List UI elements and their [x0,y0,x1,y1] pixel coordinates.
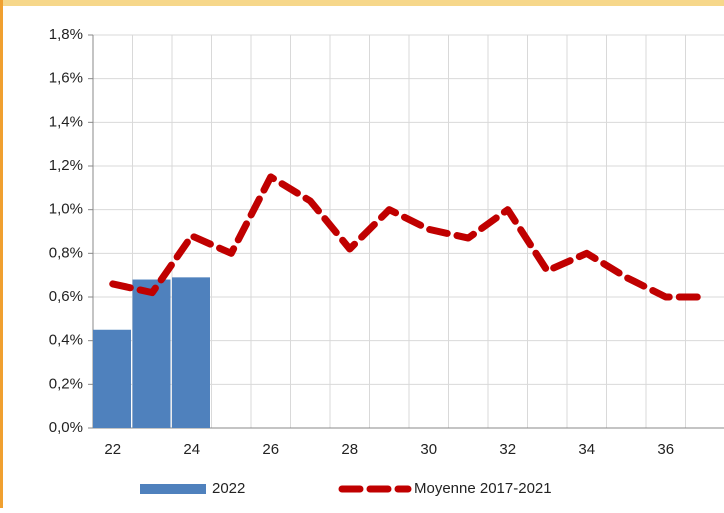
x-tick-label: 30 [420,441,437,458]
legend-label: Moyenne 2017-2021 [414,480,552,497]
x-tick-label: 24 [183,441,200,458]
line [109,173,709,301]
y-tick-label: 0,2% [49,375,83,392]
bar [93,329,131,428]
y-tick-label: 1,0% [49,201,83,218]
y-tick-label: 0,4% [49,332,83,349]
y-tick-label: 0,0% [49,419,83,436]
y-tick-label: 0,8% [49,244,83,261]
y-tick-label: 1,4% [49,113,83,130]
x-tick-label: 34 [578,441,595,458]
x-tick-label: 26 [262,441,279,458]
top-border [0,0,724,6]
legend-swatch [140,484,206,494]
bar [132,279,171,428]
bar [172,277,210,428]
x-tick-label: 28 [341,441,358,458]
x-tick-label: 32 [499,441,516,458]
legend-label: 2022 [212,480,245,497]
left-border [0,0,3,508]
x-tick-label: 36 [657,441,674,458]
y-tick-label: 0,6% [49,288,83,305]
x-tick-label: 22 [104,441,121,458]
y-tick-label: 1,2% [49,157,83,174]
y-tick-label: 1,8% [49,26,83,43]
y-tick-label: 1,6% [49,70,83,87]
